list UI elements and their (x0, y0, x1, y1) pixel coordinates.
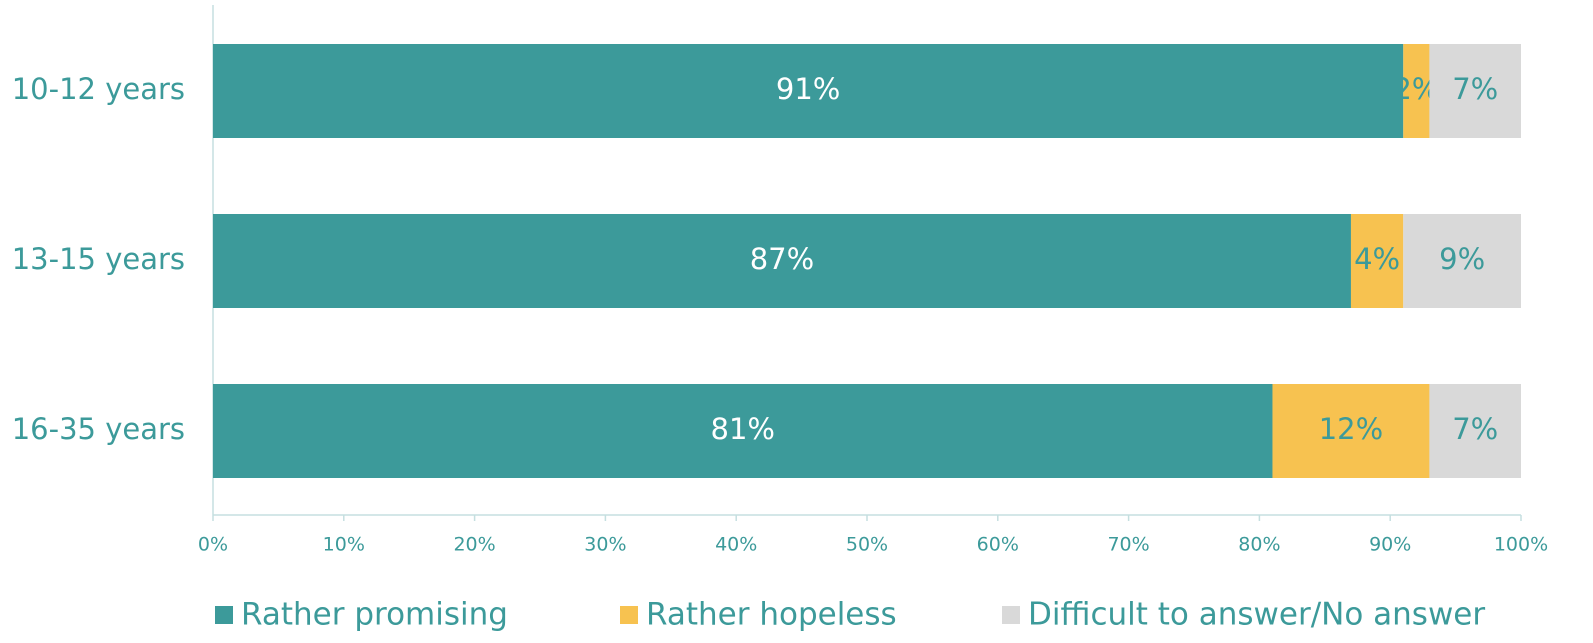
category-label: 10-12 years (12, 72, 185, 106)
x-tick-label: 80% (1238, 534, 1280, 556)
data-label: 87% (750, 242, 814, 276)
x-tick-label: 60% (977, 534, 1019, 556)
x-tick-label: 20% (453, 534, 495, 556)
data-label: 81% (711, 412, 775, 446)
legend-swatch (215, 606, 233, 624)
data-label: 4% (1354, 242, 1400, 276)
bar-segment (213, 214, 1351, 308)
bar-segment (1403, 214, 1521, 308)
bar-segment (213, 44, 1404, 138)
x-tick-label: 70% (1107, 534, 1149, 556)
x-tick-label: 10% (323, 534, 365, 556)
legend-label: Rather hopeless (646, 597, 897, 633)
data-label: 7% (1452, 72, 1498, 106)
category-label: 13-15 years (12, 242, 185, 276)
bar-segment (1429, 384, 1521, 478)
bar-segment (1272, 384, 1430, 478)
bar-segment (1429, 44, 1521, 138)
legend-swatch (1002, 606, 1020, 624)
x-tick-label: 90% (1369, 534, 1411, 556)
category-label: 16-35 years (12, 412, 185, 446)
bar-segment (213, 384, 1273, 478)
x-tick-label: 50% (846, 534, 888, 556)
x-tick-label: 30% (584, 534, 626, 556)
data-label: 7% (1452, 412, 1498, 446)
legend-label: Difficult to answer/No answer (1028, 597, 1485, 633)
data-label: 91% (776, 72, 840, 106)
bar-segment (1403, 44, 1430, 138)
bar-segment (1350, 214, 1404, 308)
legend-swatch (620, 606, 638, 624)
x-tick-label: 100% (1494, 534, 1548, 556)
data-label: 12% (1319, 412, 1383, 446)
x-tick-label: 40% (715, 534, 757, 556)
x-tick-label: 0% (198, 534, 228, 556)
legend-label: Rather promising (241, 597, 508, 633)
data-label: 9% (1439, 242, 1485, 276)
